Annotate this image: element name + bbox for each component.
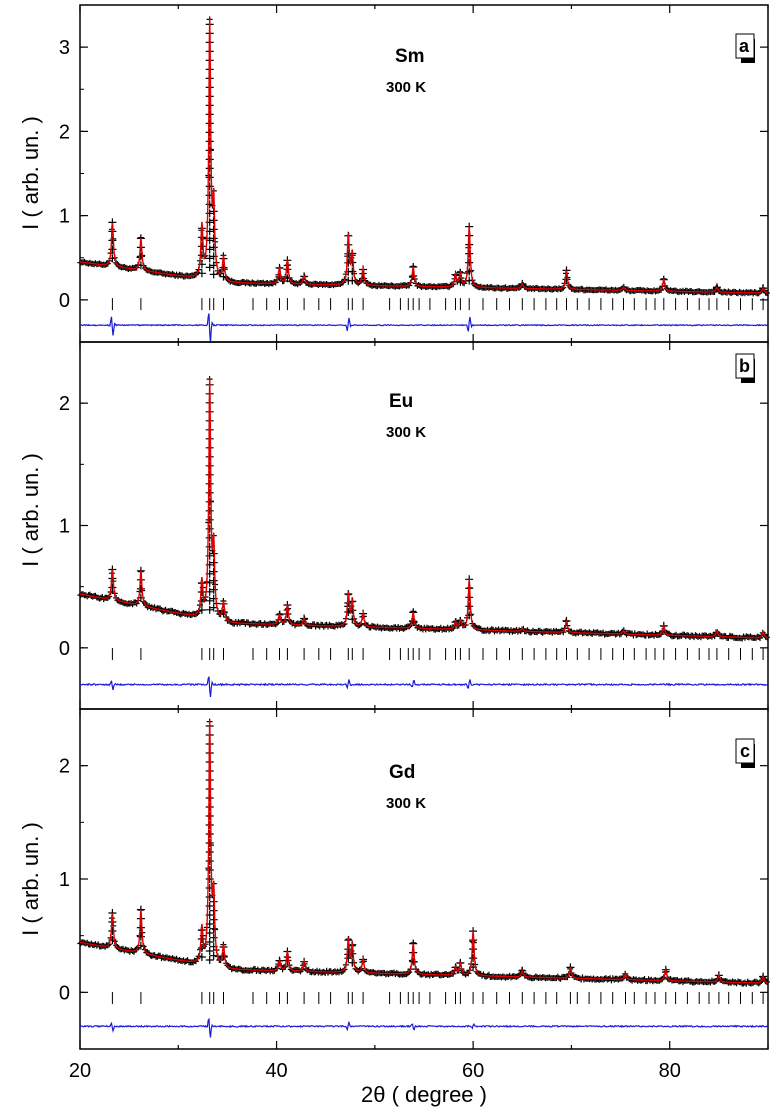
x-tick-label: 80 (659, 1060, 681, 1082)
data-layer (77, 718, 770, 1038)
plot-frame (79, 708, 769, 1050)
difference-series (79, 313, 769, 343)
x-tick-label: 60 (462, 1060, 484, 1082)
panel-letter: c (740, 741, 750, 761)
y-axis-title: I ( arb. un. ) (18, 116, 43, 230)
y-tick-label: 0 (59, 290, 70, 312)
panel-letter: a (739, 36, 750, 56)
panel-b: 0 1 2 Eu 300 K b I ( arb. un. ) (18, 341, 770, 710)
y-axis-title: I ( arb. un. ) (18, 822, 43, 936)
calculated-series (79, 378, 768, 639)
y-tick-label: 2 (59, 393, 70, 415)
bragg-positions (111, 298, 764, 311)
y-tick-label: 3 (59, 37, 70, 59)
calculated-series (80, 719, 768, 984)
temperature-label: 300 K (386, 424, 426, 441)
y-tick-label: 1 (59, 516, 70, 538)
calculated-series (80, 17, 768, 294)
y-tick-label: 1 (59, 206, 70, 228)
y-axis-title: I ( arb. un. ) (18, 453, 43, 567)
temperature-label: 300 K (386, 79, 426, 96)
axis-layer: 0 1 2 3 (59, 4, 769, 343)
y-tick-label: 2 (59, 756, 70, 778)
y-tick-label: 2 (59, 121, 70, 143)
sample-label: Eu (389, 391, 413, 412)
y-tick-label: 1 (59, 869, 70, 891)
panel-c: 0 1 2 20 40 60 80 Gd 300 K c I ( arb. un. ) (18, 708, 770, 1082)
axis-layer: 0 1 2 (59, 341, 769, 710)
x-tick-label: 20 (69, 1060, 91, 1082)
data-layer (77, 16, 770, 343)
plot-frame (79, 341, 769, 710)
y-tick-label: 0 (59, 638, 70, 660)
x-tick-label: 40 (265, 1060, 287, 1082)
temperature-label: 300 K (386, 795, 426, 812)
difference-series (79, 1017, 768, 1038)
data-layer (77, 376, 770, 697)
x-axis-title: 2θ ( degree ) (361, 1082, 487, 1107)
panel-letter-box (735, 738, 755, 764)
panel-letter: b (739, 356, 750, 376)
axis-layer: 0 1 2 20 40 60 80 (59, 708, 769, 1082)
difference-series (79, 676, 769, 697)
panel-letter-box (735, 33, 755, 59)
observed-series (77, 718, 770, 987)
bragg-positions (111, 648, 764, 660)
observed-series (77, 376, 770, 642)
y-tick-label: 0 (59, 982, 70, 1004)
panel-letter-box (735, 353, 755, 379)
sample-label: Sm (395, 46, 425, 67)
bragg-positions (111, 992, 764, 1004)
panel-a: 0 1 2 3 Sm 300 K a I ( arb. un. ) (18, 4, 770, 343)
sample-label: Gd (389, 762, 415, 783)
